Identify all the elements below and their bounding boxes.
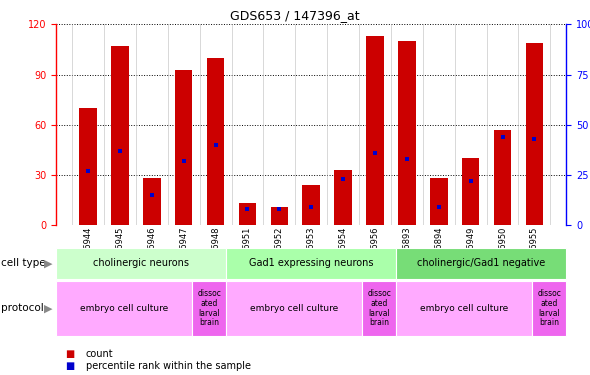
Text: protocol: protocol xyxy=(1,303,44,313)
Bar xyxy=(362,281,396,336)
Bar xyxy=(396,281,532,336)
Bar xyxy=(143,178,160,225)
Bar xyxy=(335,170,352,225)
Bar xyxy=(226,281,362,336)
Text: dissoc
ated
larval
brain: dissoc ated larval brain xyxy=(368,290,391,327)
Text: ■: ■ xyxy=(65,350,74,359)
Text: count: count xyxy=(86,350,113,359)
Point xyxy=(339,176,348,182)
Point xyxy=(179,158,188,164)
Bar xyxy=(56,281,192,336)
Text: cholinergic/Gad1 negative: cholinergic/Gad1 negative xyxy=(417,258,546,268)
Text: Gad1 expressing neurons: Gad1 expressing neurons xyxy=(249,258,373,268)
Text: embryo cell culture: embryo cell culture xyxy=(250,304,338,313)
Bar xyxy=(239,203,256,225)
Bar xyxy=(271,207,288,225)
Point xyxy=(498,134,507,140)
Text: dissoc
ated
larval
brain: dissoc ated larval brain xyxy=(537,290,561,327)
Bar xyxy=(192,281,226,336)
Text: cell type: cell type xyxy=(1,258,46,268)
Point xyxy=(83,168,93,174)
Bar xyxy=(430,178,448,225)
Bar xyxy=(226,248,396,279)
Bar xyxy=(366,36,384,225)
Bar xyxy=(526,43,543,225)
Point xyxy=(402,156,412,162)
Point xyxy=(274,206,284,212)
Bar xyxy=(396,248,566,279)
Text: embryo cell culture: embryo cell culture xyxy=(420,304,509,313)
Text: ■: ■ xyxy=(65,361,74,370)
Bar xyxy=(398,41,415,225)
Bar xyxy=(207,58,224,225)
Text: ▶: ▶ xyxy=(44,258,53,268)
Point xyxy=(434,204,444,210)
Point xyxy=(466,178,476,184)
Point xyxy=(306,204,316,210)
Point xyxy=(147,192,156,198)
Bar xyxy=(79,108,97,225)
Point xyxy=(371,150,380,156)
Bar xyxy=(175,69,192,225)
Bar xyxy=(56,248,226,279)
Point xyxy=(530,136,539,142)
Text: percentile rank within the sample: percentile rank within the sample xyxy=(86,361,251,370)
Bar xyxy=(303,185,320,225)
Point xyxy=(242,206,252,212)
Text: embryo cell culture: embryo cell culture xyxy=(80,304,168,313)
Text: GDS653 / 147396_at: GDS653 / 147396_at xyxy=(230,9,360,22)
Bar xyxy=(532,281,566,336)
Bar xyxy=(111,46,129,225)
Text: cholinergic neurons: cholinergic neurons xyxy=(93,258,189,268)
Text: ▶: ▶ xyxy=(44,303,53,313)
Text: dissoc
ated
larval
brain: dissoc ated larval brain xyxy=(197,290,221,327)
Point xyxy=(115,148,124,154)
Point xyxy=(211,142,220,148)
Bar xyxy=(462,158,480,225)
Bar xyxy=(494,130,512,225)
